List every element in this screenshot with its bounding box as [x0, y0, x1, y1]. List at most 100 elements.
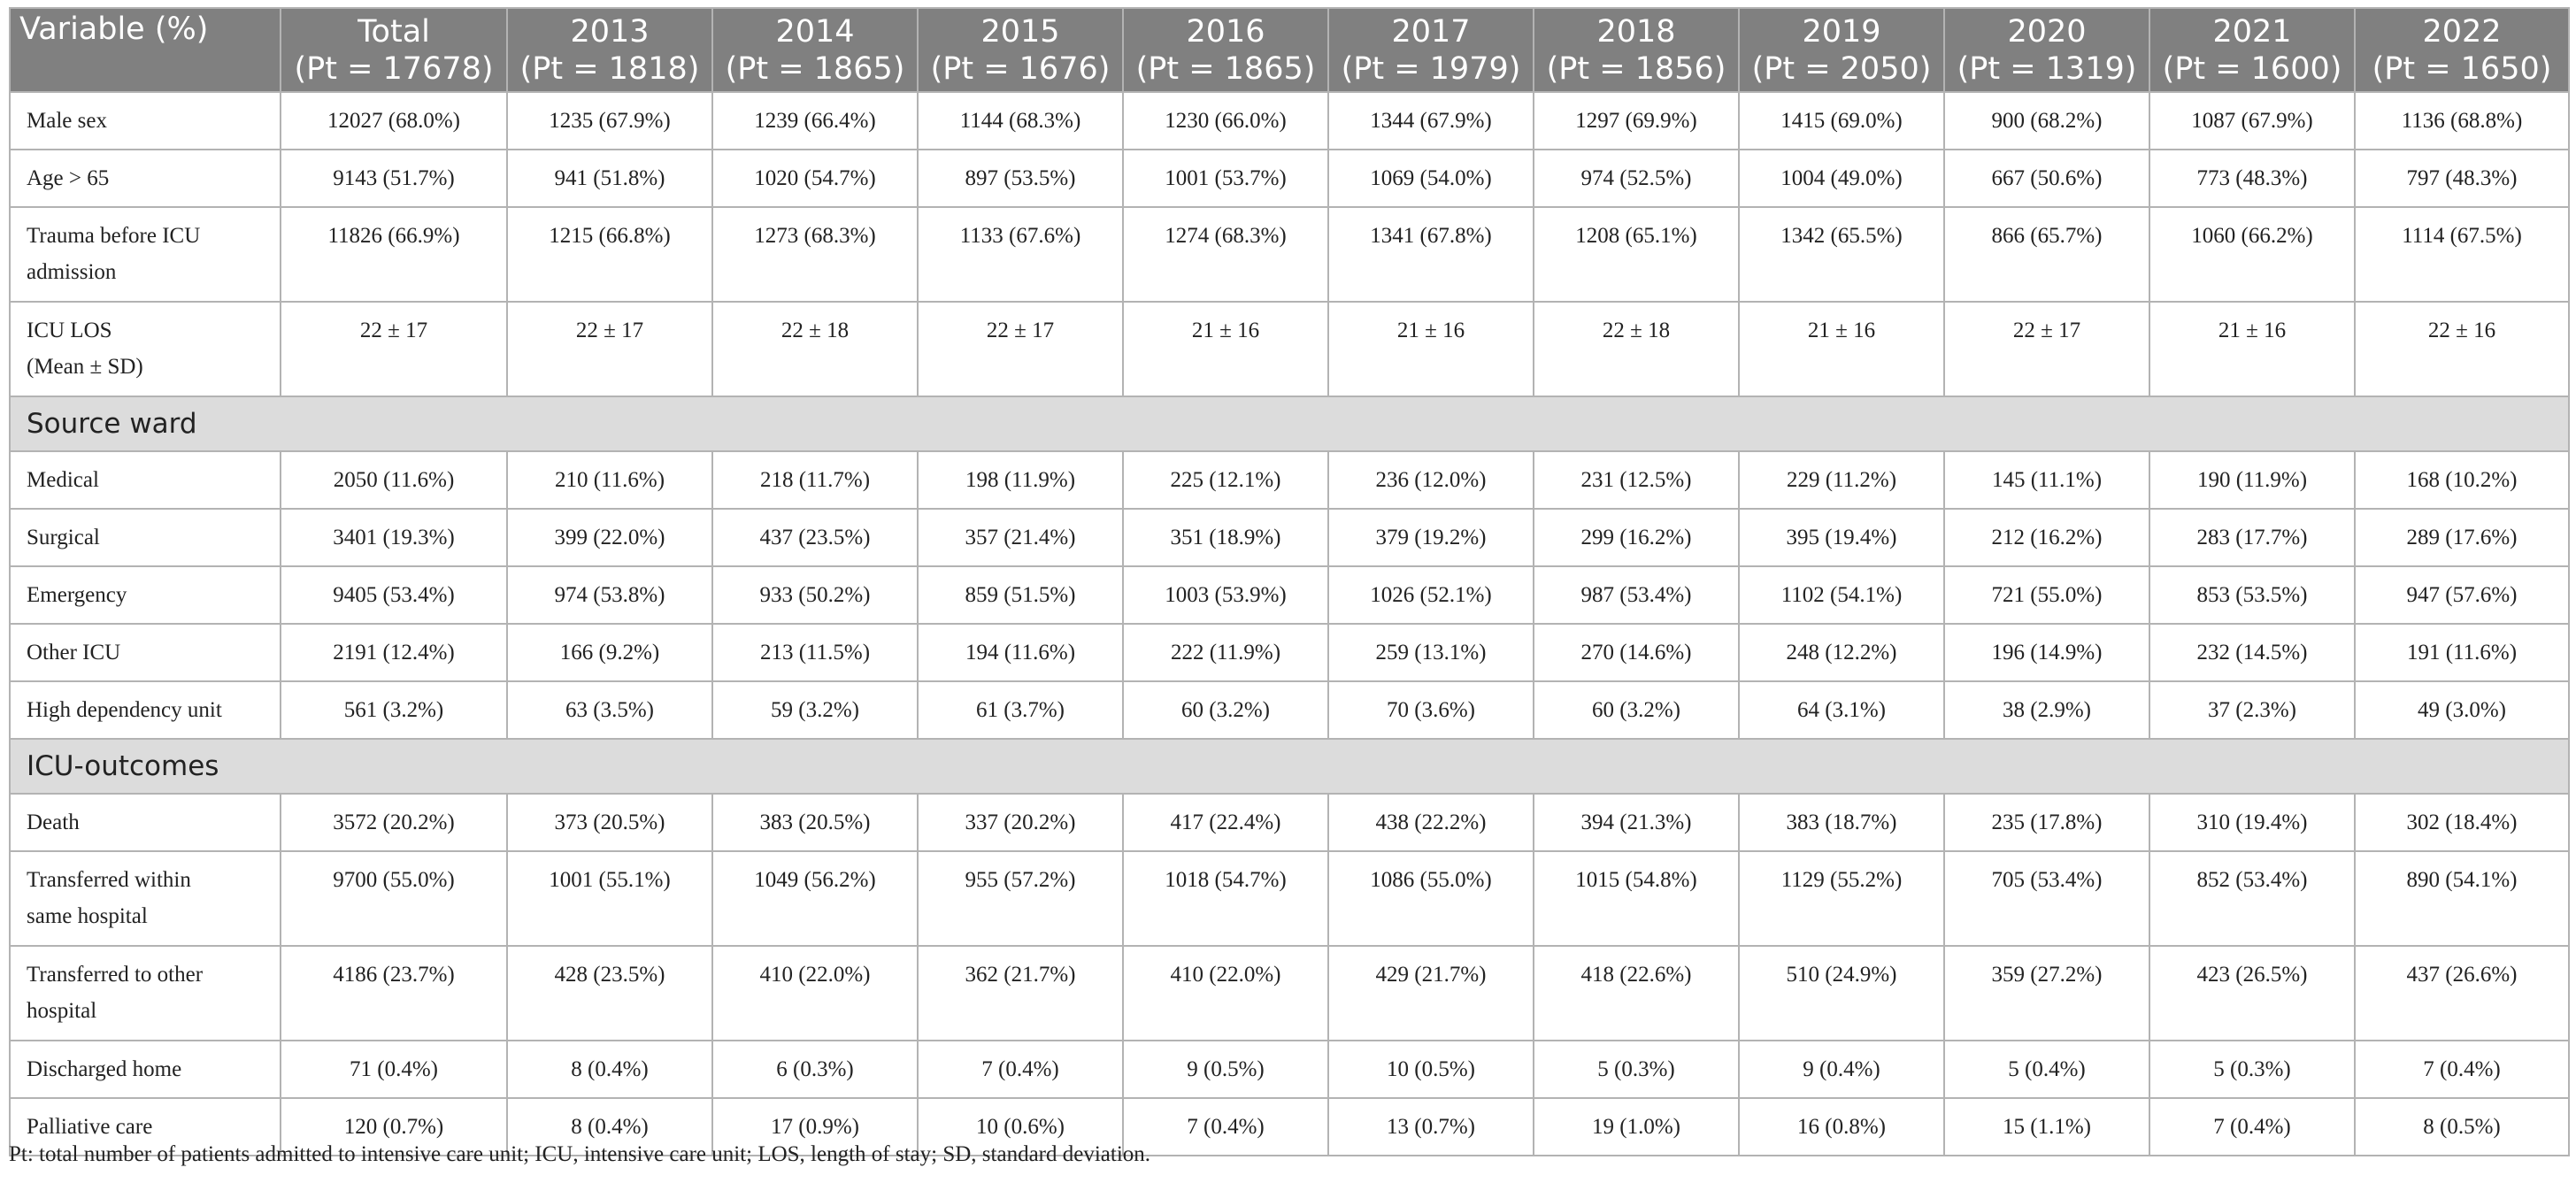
table-cell: 897 (53.5%)	[917, 149, 1124, 208]
table-cell: 866 (65.7%)	[1943, 206, 2150, 303]
row-label-line: Trauma before ICU	[27, 224, 201, 248]
table-cell: 955 (57.2%)	[917, 850, 1124, 947]
table-cell: 7 (0.4%)	[2149, 1097, 2356, 1156]
header-patient-count: (Pt = 17678)	[294, 50, 494, 87]
table-cell: 16 (0.8%)	[1738, 1097, 1945, 1156]
table-cell: 773 (48.3%)	[2149, 149, 2356, 208]
header-line: 2016	[1186, 13, 1265, 50]
table-cell: 190 (11.9%)	[2149, 450, 2356, 510]
table-row: Trauma before ICU admission 11826 (66.9%) 1…	[9, 206, 2570, 303]
row-label: Death	[9, 793, 281, 852]
table-cell: 399 (22.0%)	[506, 508, 713, 567]
table-cell: 11826 (66.9%)	[280, 206, 508, 303]
header-column: 2020 (Pt = 1319)	[1943, 7, 2150, 93]
table-cell: 705 (53.4%)	[1943, 850, 2150, 947]
table-row: Male sex 12027 (68.0%) 1235 (67.9%) 1239 (6…	[9, 91, 2570, 150]
table-cell: 191 (11.6%)	[2354, 623, 2570, 682]
table-cell: 1069 (54.0%)	[1327, 149, 1534, 208]
table-cell: 8 (0.4%)	[506, 1097, 713, 1156]
table-cell: 64 (3.1%)	[1738, 680, 1945, 740]
table-cell: 941 (51.8%)	[506, 149, 713, 208]
table-row: Medical 2050 (11.6%) 210 (11.6%) 218 (11.7%…	[9, 450, 2570, 510]
table-cell: 2050 (11.6%)	[280, 450, 508, 510]
table-cell: 797 (48.3%)	[2354, 149, 2570, 208]
row-label-line: (Mean ± SD)	[27, 355, 143, 379]
header-line: 2020	[2007, 13, 2087, 50]
section-row: ICU-outcomes	[9, 738, 2570, 795]
table-row: Other ICU 2191 (12.4%) 166 (9.2%) 213 (11.5…	[9, 623, 2570, 682]
header-patient-count: (Pt = 1818)	[519, 50, 700, 87]
row-label: Other ICU	[9, 623, 281, 682]
row-label: Palliative care	[9, 1097, 281, 1156]
row-label: Age > 65	[9, 149, 281, 208]
table-cell: 60 (3.2%)	[1533, 680, 1740, 740]
table-cell: 22 ± 16	[2354, 301, 2570, 397]
table-row: Transferred to other hospital 4186 (23.7%)…	[9, 945, 2570, 1041]
table-cell: 1026 (52.1%)	[1327, 565, 1534, 625]
table-row: Discharged home 71 (0.4%) 8 (0.4%) 6 (0.3%)…	[9, 1040, 2570, 1099]
table-cell: 947 (57.6%)	[2354, 565, 2570, 625]
header-line: 2013	[570, 13, 650, 50]
table-row: Transferred within same hospital 9700 (55.…	[9, 850, 2570, 947]
table-cell: 231 (12.5%)	[1533, 450, 1740, 510]
table-cell: 428 (23.5%)	[506, 945, 713, 1041]
data-table-container: Variable (%) Total (Pt = 17678) 2013 (Pt = 1…	[9, 7, 2570, 1156]
row-label: Male sex	[9, 91, 281, 150]
table-cell: 1003 (53.9%)	[1122, 565, 1329, 625]
table-body: Male sex 12027 (68.0%) 1235 (67.9%) 1239 (6…	[9, 91, 2570, 1156]
row-label-line: same hospital	[27, 904, 148, 928]
table-cell: 418 (22.6%)	[1533, 945, 1740, 1041]
table-cell: 974 (52.5%)	[1533, 149, 1740, 208]
row-label-line: High dependency unit	[27, 698, 222, 722]
row-label-line: Medical	[27, 468, 99, 492]
table-cell: 5 (0.3%)	[1533, 1040, 1740, 1099]
row-label-line: Transferred within	[27, 868, 191, 892]
table-cell: 61 (3.7%)	[917, 680, 1124, 740]
header-column: 2016 (Pt = 1865)	[1122, 7, 1329, 93]
row-label-line: hospital	[27, 999, 97, 1023]
row-label-line: Emergency	[27, 583, 127, 607]
table-cell: 10 (0.6%)	[917, 1097, 1124, 1156]
table-cell: 60 (3.2%)	[1122, 680, 1329, 740]
table-cell: 63 (3.5%)	[506, 680, 713, 740]
table-cell: 890 (54.1%)	[2354, 850, 2570, 947]
table-cell: 7 (0.4%)	[1122, 1097, 1329, 1156]
table-cell: 987 (53.4%)	[1533, 565, 1740, 625]
table-cell: 395 (19.4%)	[1738, 508, 1945, 567]
row-label-line: ICU LOS	[27, 319, 112, 342]
table-cell: 1004 (49.0%)	[1738, 149, 1945, 208]
table-cell: 1060 (66.2%)	[2149, 206, 2356, 303]
table-cell: 12027 (68.0%)	[280, 91, 508, 150]
section-row: Source ward	[9, 396, 2570, 452]
table-cell: 437 (23.5%)	[711, 508, 919, 567]
table-cell: 351 (18.9%)	[1122, 508, 1329, 567]
table-cell: 302 (18.4%)	[2354, 793, 2570, 852]
table-cell: 22 ± 17	[280, 301, 508, 397]
table-cell: 1273 (68.3%)	[711, 206, 919, 303]
header-column: 2022 (Pt = 1650)	[2354, 7, 2570, 93]
row-label: High dependency unit	[9, 680, 281, 740]
table-header: Variable (%) Total (Pt = 17678) 2013 (Pt = 1…	[9, 7, 2570, 93]
table-cell: 218 (11.7%)	[711, 450, 919, 510]
row-label-line: Death	[27, 810, 80, 834]
table-cell: 7 (0.4%)	[917, 1040, 1124, 1099]
table-cell: 373 (20.5%)	[506, 793, 713, 852]
header-patient-count: (Pt = 2050)	[1751, 50, 1932, 87]
table-cell: 236 (12.0%)	[1327, 450, 1534, 510]
table-cell: 1239 (66.4%)	[711, 91, 919, 150]
table-cell: 9 (0.5%)	[1122, 1040, 1329, 1099]
table-cell: 1001 (53.7%)	[1122, 149, 1329, 208]
table-cell: 13 (0.7%)	[1327, 1097, 1534, 1156]
table-cell: 1114 (67.5%)	[2354, 206, 2570, 303]
table-cell: 1133 (67.6%)	[917, 206, 1124, 303]
header-patient-count: (Pt = 1319)	[1957, 50, 2137, 87]
table-cell: 10 (0.5%)	[1327, 1040, 1534, 1099]
table-footnote: Pt: total number of patients admitted to…	[9, 1142, 1151, 1166]
table-cell: 2191 (12.4%)	[280, 623, 508, 682]
table-cell: 196 (14.9%)	[1943, 623, 2150, 682]
table-cell: 900 (68.2%)	[1943, 91, 2150, 150]
table-cell: 1001 (55.1%)	[506, 850, 713, 947]
header-patient-count: (Pt = 1650)	[2372, 50, 2552, 87]
table-cell: 9143 (51.7%)	[280, 149, 508, 208]
header-column: 2018 (Pt = 1856)	[1533, 7, 1740, 93]
